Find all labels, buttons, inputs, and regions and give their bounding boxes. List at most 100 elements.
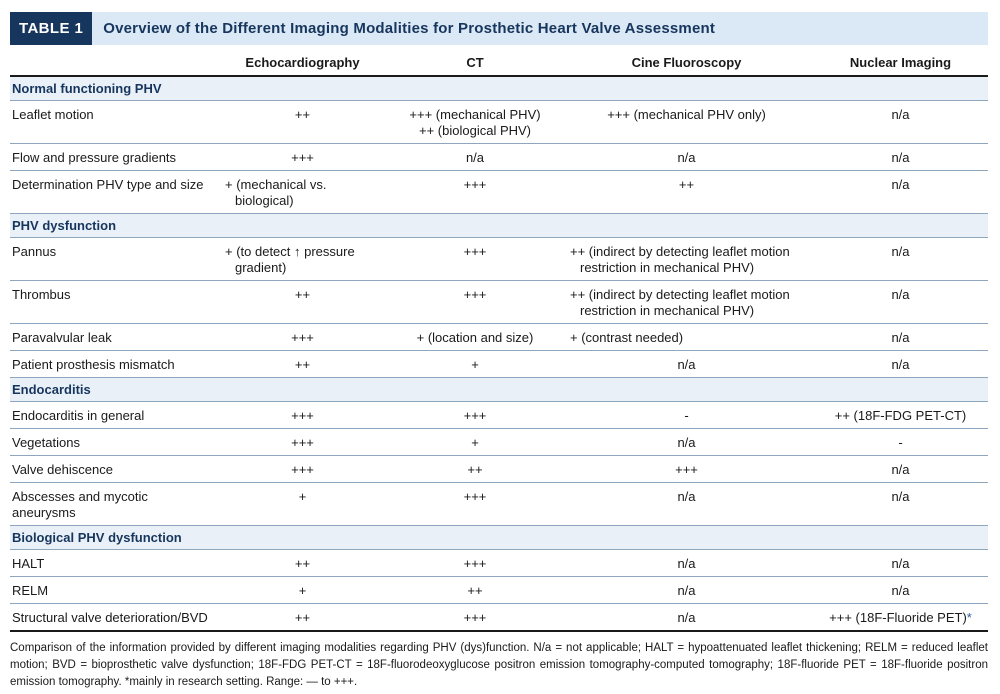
cell-ct: ++ xyxy=(390,576,560,604)
cell-nuclear: +++ (18F-Fluoride PET)* xyxy=(813,603,988,632)
cell-echo: ++ xyxy=(215,350,390,378)
section-title: Biological PHV dysfunction xyxy=(10,525,988,550)
cell-nuclear-text: +++ (18F-Fluoride PET) xyxy=(829,610,967,625)
row-label: Endocarditis in general xyxy=(10,401,215,429)
cell-cine: n/a xyxy=(560,576,813,604)
header-ct: CT xyxy=(390,50,560,77)
section-row: Normal functioning PHV xyxy=(10,76,988,101)
cell-echo: ++ xyxy=(215,280,390,324)
cell-nuclear: n/a xyxy=(813,323,988,351)
cell-ct: + (location and size) xyxy=(390,323,560,351)
header-nuclear-imaging: Nuclear Imaging xyxy=(813,50,988,77)
table-row: Paravalvular leak +++ + (location and si… xyxy=(10,323,988,351)
row-label: HALT xyxy=(10,549,215,577)
cell-ct: +++ xyxy=(390,237,560,281)
cell-cine: +++ xyxy=(560,455,813,483)
cell-cine: ++ xyxy=(560,170,813,214)
cell-nuclear: n/a xyxy=(813,143,988,171)
cell-echo: +++ xyxy=(215,143,390,171)
table-title-bar: TABLE 1 Overview of the Different Imagin… xyxy=(10,12,988,45)
cell-ct: +++ xyxy=(390,280,560,324)
cell-cine: n/a xyxy=(560,482,813,526)
section-title: PHV dysfunction xyxy=(10,213,988,238)
cell-ct: + xyxy=(390,428,560,456)
table-row: Pannus + (to detect ↑ pressure gradient)… xyxy=(10,237,988,281)
cell-nuclear: n/a xyxy=(813,482,988,526)
cell-cine: ++ (indirect by detecting leaflet motion… xyxy=(560,237,813,281)
section-title: Normal functioning PHV xyxy=(10,76,988,101)
table-row: Patient prosthesis mismatch ++ + n/a n/a xyxy=(10,350,988,378)
row-label: Valve dehiscence xyxy=(10,455,215,483)
table-row: Structural valve deterioration/BVD ++ ++… xyxy=(10,603,988,632)
cell-nuclear: n/a xyxy=(813,170,988,214)
cell-echo: +++ xyxy=(215,428,390,456)
cell-ct: +++ xyxy=(390,549,560,577)
cell-ct: +++ xyxy=(390,603,560,632)
cell-nuclear: ++ (18F-FDG PET-CT) xyxy=(813,401,988,429)
cell-echo: +++ xyxy=(215,323,390,351)
row-label: Thrombus xyxy=(10,280,215,324)
section-row: PHV dysfunction xyxy=(10,213,988,238)
table-row: Leaflet motion ++ +++ (mechanical PHV) +… xyxy=(10,100,988,144)
cell-echo: ++ xyxy=(215,603,390,632)
row-label: Patient prosthesis mismatch xyxy=(10,350,215,378)
header-echocardiography: Echocardiography xyxy=(215,50,390,77)
table-row: Thrombus ++ +++ ++ (indirect by detectin… xyxy=(10,280,988,324)
cell-echo: ++ xyxy=(215,100,390,144)
table-row: Valve dehiscence +++ ++ +++ n/a xyxy=(10,455,988,483)
cell-cine: ++ (indirect by detecting leaflet motion… xyxy=(560,280,813,324)
imaging-modalities-table: Echocardiography CT Cine Fluoroscopy Nuc… xyxy=(10,50,988,632)
cell-ct: ++ xyxy=(390,455,560,483)
section-title: Endocarditis xyxy=(10,377,988,402)
cell-echo: + xyxy=(215,576,390,604)
cell-cine: n/a xyxy=(560,143,813,171)
cell-echo: +++ xyxy=(215,455,390,483)
cell-cine: +++ (mechanical PHV only) xyxy=(560,100,813,144)
table-row: Flow and pressure gradients +++ n/a n/a … xyxy=(10,143,988,171)
cell-ct: n/a xyxy=(390,143,560,171)
section-row: Biological PHV dysfunction xyxy=(10,525,988,550)
footnote-asterisk: * xyxy=(966,610,972,625)
cell-cine: - xyxy=(560,401,813,429)
cell-nuclear: n/a xyxy=(813,100,988,144)
table-title: Overview of the Different Imaging Modali… xyxy=(103,20,716,37)
cell-cine: n/a xyxy=(560,549,813,577)
table-row: Vegetations +++ + n/a - xyxy=(10,428,988,456)
cell-ct: +++ xyxy=(390,401,560,429)
cell-ct: +++ xyxy=(390,170,560,214)
row-label: RELM xyxy=(10,576,215,604)
cell-ct: + xyxy=(390,350,560,378)
cell-cine: n/a xyxy=(560,603,813,632)
section-row: Endocarditis xyxy=(10,377,988,402)
table-footnote: Comparison of the information provided b… xyxy=(10,642,988,688)
table-row: Endocarditis in general +++ +++ - ++ (18… xyxy=(10,401,988,429)
table-row: HALT ++ +++ n/a n/a xyxy=(10,549,988,577)
row-label: Determination PHV type and size xyxy=(10,170,215,214)
cell-nuclear: n/a xyxy=(813,237,988,281)
cell-echo: + xyxy=(215,482,390,526)
table-row: Abscesses and mycotic aneurysms + +++ n/… xyxy=(10,482,988,526)
cell-cine: n/a xyxy=(560,428,813,456)
cell-nuclear: n/a xyxy=(813,280,988,324)
table-row: RELM + ++ n/a n/a xyxy=(10,576,988,604)
header-cine-fluoroscopy: Cine Fluoroscopy xyxy=(560,50,813,77)
cell-nuclear: n/a xyxy=(813,549,988,577)
cell-cine: n/a xyxy=(560,350,813,378)
cell-echo: +++ xyxy=(215,401,390,429)
row-label: Vegetations xyxy=(10,428,215,456)
cell-nuclear: n/a xyxy=(813,576,988,604)
row-label: Structural valve deterioration/BVD xyxy=(10,603,215,632)
cell-nuclear: n/a xyxy=(813,350,988,378)
cell-nuclear: - xyxy=(813,428,988,456)
cell-echo: + (to detect ↑ pressure gradient) xyxy=(215,237,390,281)
row-label: Paravalvular leak xyxy=(10,323,215,351)
cell-ct-line: +++ (mechanical PHV) xyxy=(409,107,541,122)
row-label: Leaflet motion xyxy=(10,100,215,144)
cell-ct-line: ++ (biological PHV) xyxy=(419,123,531,138)
cell-echo: ++ xyxy=(215,549,390,577)
table-number-tag: TABLE 1 xyxy=(10,12,93,45)
row-label: Flow and pressure gradients xyxy=(10,143,215,171)
table-row: Determination PHV type and size + (mecha… xyxy=(10,170,988,214)
cell-cine: + (contrast needed) xyxy=(560,323,813,351)
cell-ct: +++ xyxy=(390,482,560,526)
